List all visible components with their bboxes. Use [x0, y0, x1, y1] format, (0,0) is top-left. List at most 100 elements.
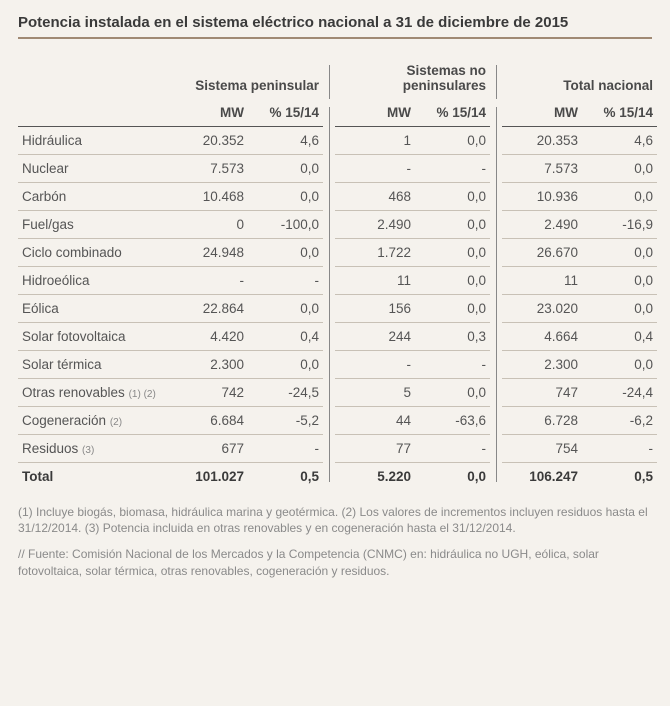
row-label: Total — [18, 463, 168, 491]
note-ref: (3) — [82, 445, 94, 456]
cell-pct: 0,0 — [415, 463, 490, 491]
row-label: Residuos (3) — [18, 435, 168, 463]
row-label: Otras renovables (1) (2) — [18, 379, 168, 407]
cell-mw: 77 — [335, 435, 415, 463]
row-label: Solar térmica — [18, 351, 168, 379]
group-nopeninsular: Sistemas no peninsulares — [335, 57, 490, 99]
cell-pct: 0,0 — [415, 127, 490, 155]
cell-mw: 2.490 — [502, 211, 582, 239]
cell-pct: 0,0 — [248, 239, 323, 267]
cell-mw: 11 — [502, 267, 582, 295]
cell-mw: 6.728 — [502, 407, 582, 435]
note-ref: (2) — [110, 417, 122, 428]
cell-pct: - — [248, 435, 323, 463]
cell-pct: 4,6 — [582, 127, 657, 155]
row-label: Fuel/gas — [18, 211, 168, 239]
table-row: Carbón10.4680,04680,010.9360,0 — [18, 183, 657, 211]
cell-pct: 0,3 — [415, 323, 490, 351]
row-label: Cogeneración (2) — [18, 407, 168, 435]
cell-pct: 0,0 — [415, 239, 490, 267]
cell-pct: - — [415, 351, 490, 379]
cell-mw: 101.027 — [168, 463, 248, 491]
cell-mw: 747 — [502, 379, 582, 407]
page-title: Potencia instalada en el sistema eléctri… — [18, 14, 652, 39]
cell-mw: 7.573 — [168, 155, 248, 183]
cell-mw: 677 — [168, 435, 248, 463]
row-label: Solar fotovoltaica — [18, 323, 168, 351]
group-peninsular: Sistema peninsular — [168, 57, 323, 99]
table-row: Fuel/gas0-100,02.4900,02.490-16,9 — [18, 211, 657, 239]
cell-pct: 0,0 — [415, 211, 490, 239]
row-label: Nuclear — [18, 155, 168, 183]
cell-mw: 1.722 — [335, 239, 415, 267]
table-row: Ciclo combinado24.9480,01.7220,026.6700,… — [18, 239, 657, 267]
cell-pct: - — [415, 435, 490, 463]
cell-mw: 26.670 — [502, 239, 582, 267]
col-mw: MW — [502, 99, 582, 127]
note-ref: (1) (2) — [129, 389, 156, 400]
cell-pct: 0,0 — [415, 379, 490, 407]
cell-pct: 4,6 — [248, 127, 323, 155]
cell-mw: 22.864 — [168, 295, 248, 323]
cell-pct: 0,0 — [582, 183, 657, 211]
column-header: MW % 15/14 MW % 15/14 MW % 15/14 — [18, 99, 657, 127]
total-row: Total101.0270,55.2200,0106.2470,5 — [18, 463, 657, 491]
cell-mw: - — [168, 267, 248, 295]
cell-pct: 0,0 — [582, 267, 657, 295]
cell-mw: 4.420 — [168, 323, 248, 351]
group-total: Total nacional — [502, 57, 657, 99]
cell-mw: 10.468 — [168, 183, 248, 211]
cell-mw: 5 — [335, 379, 415, 407]
cell-pct: 0,0 — [415, 295, 490, 323]
row-label: Eólica — [18, 295, 168, 323]
cell-mw: 44 — [335, 407, 415, 435]
cell-mw: 468 — [335, 183, 415, 211]
col-pct: % 15/14 — [248, 99, 323, 127]
cell-pct: 0,0 — [582, 295, 657, 323]
cell-pct: 0,5 — [248, 463, 323, 491]
table-row: Solar fotovoltaica4.4200,42440,34.6640,4 — [18, 323, 657, 351]
cell-pct: - — [582, 435, 657, 463]
column-group-header: Sistema peninsular Sistemas no peninsula… — [18, 57, 657, 99]
row-label: Carbón — [18, 183, 168, 211]
cell-mw: 11 — [335, 267, 415, 295]
cell-mw: 244 — [335, 323, 415, 351]
cell-pct: -24,4 — [582, 379, 657, 407]
cell-mw: 20.352 — [168, 127, 248, 155]
row-label: Hidráulica — [18, 127, 168, 155]
row-label: Hidroeólica — [18, 267, 168, 295]
cell-pct: 0,0 — [582, 239, 657, 267]
cell-pct: 0,0 — [248, 295, 323, 323]
footnotes: (1) Incluye biogás, biomasa, hidráulica … — [18, 504, 652, 536]
cell-mw: 24.948 — [168, 239, 248, 267]
col-mw: MW — [335, 99, 415, 127]
cell-pct: 0,0 — [248, 351, 323, 379]
cell-pct: 0,4 — [248, 323, 323, 351]
table-row: Hidroeólica--110,0110,0 — [18, 267, 657, 295]
cell-mw: 2.490 — [335, 211, 415, 239]
cell-pct: -6,2 — [582, 407, 657, 435]
cell-pct: -5,2 — [248, 407, 323, 435]
cell-pct: 0,0 — [248, 183, 323, 211]
cell-mw: 0 — [168, 211, 248, 239]
table-row: Otras renovables (1) (2)742-24,550,0747-… — [18, 379, 657, 407]
source: // Fuente: Comisión Nacional de los Merc… — [18, 546, 652, 578]
cell-pct: 0,0 — [415, 183, 490, 211]
table-row: Nuclear7.5730,0--7.5730,0 — [18, 155, 657, 183]
data-table: Sistema peninsular Sistemas no peninsula… — [18, 57, 657, 490]
table-row: Solar térmica2.3000,0--2.3000,0 — [18, 351, 657, 379]
cell-mw: 1 — [335, 127, 415, 155]
cell-pct: -24,5 — [248, 379, 323, 407]
report-container: Potencia instalada en el sistema eléctri… — [0, 0, 670, 597]
col-pct: % 15/14 — [415, 99, 490, 127]
col-pct: % 15/14 — [582, 99, 657, 127]
cell-pct: -16,9 — [582, 211, 657, 239]
table-row: Eólica22.8640,01560,023.0200,0 — [18, 295, 657, 323]
cell-mw: 6.684 — [168, 407, 248, 435]
cell-mw: - — [335, 351, 415, 379]
cell-mw: 7.573 — [502, 155, 582, 183]
cell-mw: 106.247 — [502, 463, 582, 491]
cell-pct: - — [248, 267, 323, 295]
cell-pct: 0,0 — [248, 155, 323, 183]
col-mw: MW — [168, 99, 248, 127]
